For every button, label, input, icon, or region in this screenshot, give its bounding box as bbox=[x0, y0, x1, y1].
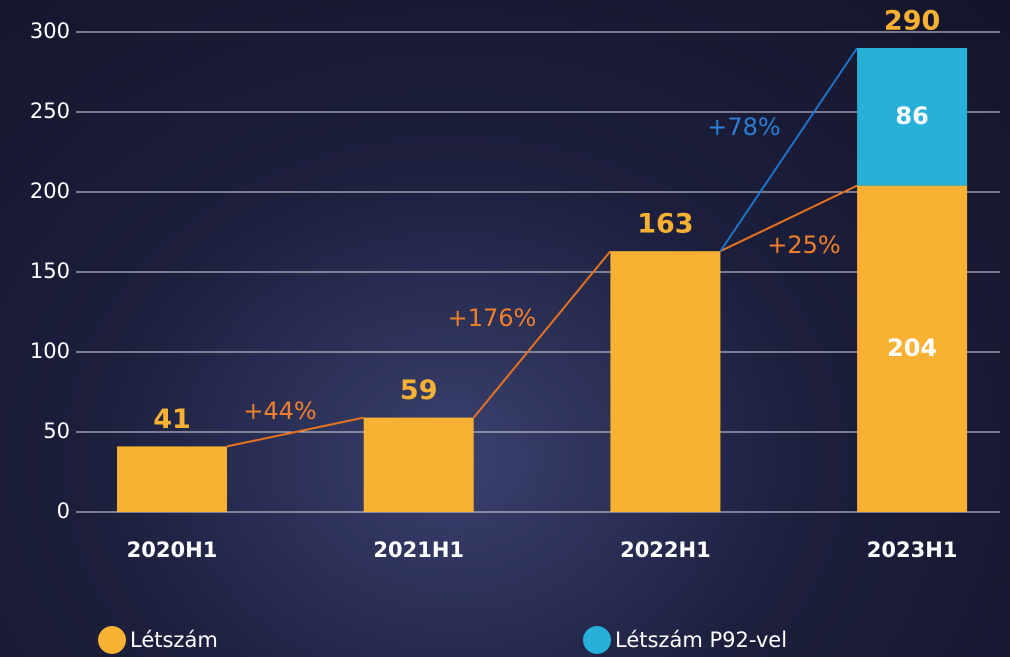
growth-line bbox=[472, 250, 612, 419]
growth-line bbox=[719, 184, 858, 253]
legend-swatch bbox=[98, 626, 126, 654]
value-label: 163 bbox=[637, 209, 693, 240]
growth-line bbox=[226, 416, 364, 448]
growth-annotation: +44% bbox=[243, 397, 316, 425]
x-tick-label: 2020H1 bbox=[127, 538, 218, 562]
growth-annotation: +176% bbox=[448, 304, 537, 332]
y-tick-label: 250 bbox=[30, 99, 70, 123]
growth-annotation: +78% bbox=[707, 113, 780, 141]
y-tick-label: 150 bbox=[30, 259, 70, 283]
bar bbox=[610, 251, 721, 512]
legend-label: Létszám P92-vel bbox=[615, 628, 787, 652]
y-tick-label: 50 bbox=[43, 419, 70, 443]
legend-swatch bbox=[583, 626, 611, 654]
value-label: 59 bbox=[400, 375, 438, 406]
bar bbox=[857, 185, 968, 512]
value-label: 86 bbox=[895, 102, 928, 130]
growth-annotation: +25% bbox=[767, 231, 840, 259]
legend-label: Létszám bbox=[130, 628, 218, 652]
y-tick-label: 200 bbox=[30, 179, 70, 203]
x-tick-label: 2021H1 bbox=[373, 538, 464, 562]
y-tick-label: 100 bbox=[30, 339, 70, 363]
y-tick-label: 300 bbox=[30, 19, 70, 43]
x-tick-label: 2022H1 bbox=[620, 538, 711, 562]
bar bbox=[117, 446, 227, 512]
total-label: 290 bbox=[884, 6, 940, 37]
bar bbox=[363, 417, 474, 512]
value-label: 41 bbox=[153, 404, 191, 435]
x-tick-label: 2023H1 bbox=[867, 538, 958, 562]
growth-line-total bbox=[719, 47, 858, 252]
y-tick-label: 0 bbox=[57, 499, 70, 523]
value-label: 204 bbox=[887, 334, 937, 362]
bar bbox=[857, 48, 968, 186]
